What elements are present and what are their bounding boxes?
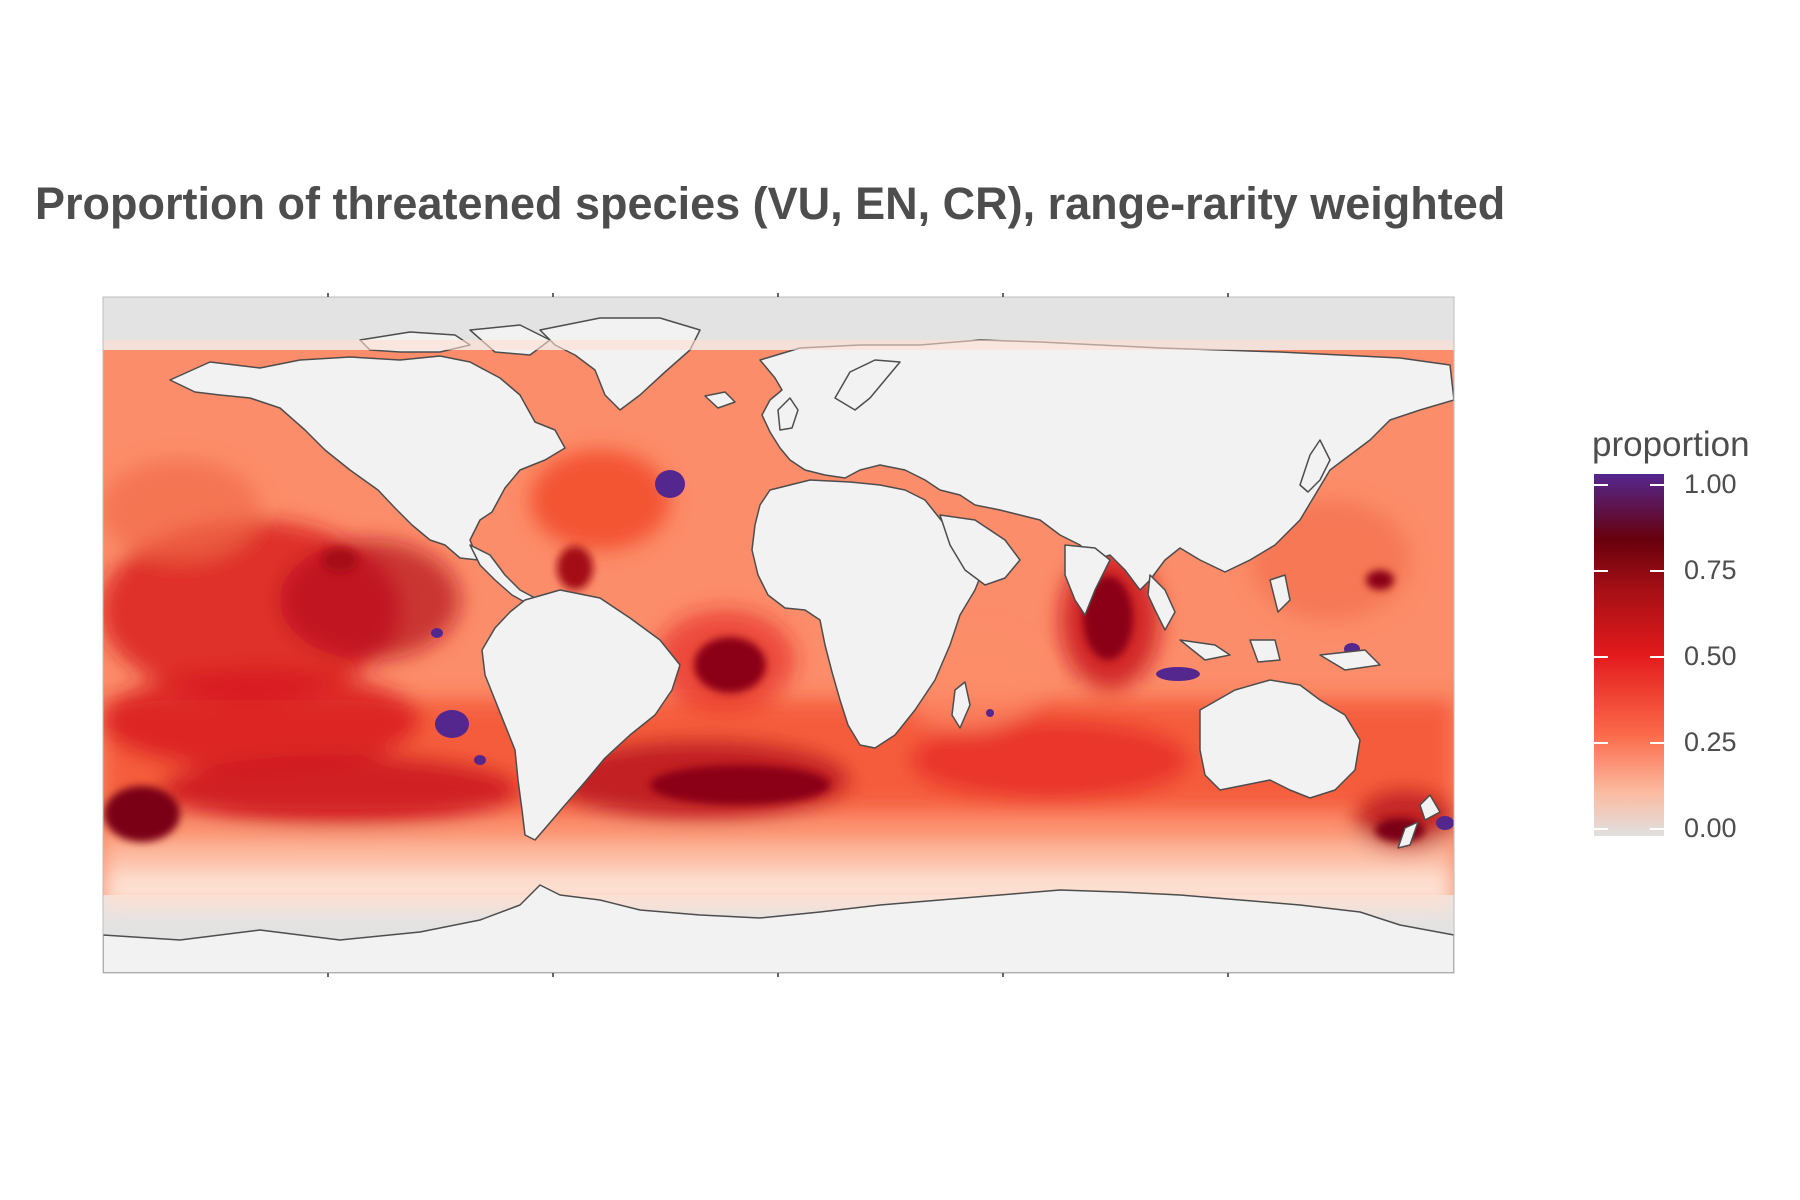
legend-tick-label: 1.00 xyxy=(1684,469,1737,499)
land xyxy=(103,317,1454,973)
legend-colorbar xyxy=(1594,474,1664,836)
chart-title: Proportion of threatened species (VU, EN… xyxy=(35,178,1506,229)
legend-ticks xyxy=(1594,484,1664,830)
legend-tick-label: 0.25 xyxy=(1684,727,1737,757)
legend-title: proportion xyxy=(1592,425,1750,464)
australia xyxy=(1199,679,1361,799)
legend-tick-label: 0.50 xyxy=(1684,641,1737,671)
south-america xyxy=(481,589,681,841)
africa xyxy=(751,479,986,749)
legend-tick-label: 0.75 xyxy=(1684,555,1737,585)
axis-ticks xyxy=(327,293,1229,977)
arctic-shelf xyxy=(103,340,1454,350)
max-spots xyxy=(431,457,1454,830)
legend-tick-label: 0.00 xyxy=(1684,813,1737,843)
legend-gradient xyxy=(1594,474,1664,836)
antarctica xyxy=(103,884,1454,973)
north-america xyxy=(169,355,566,561)
map-panel xyxy=(103,297,1454,973)
